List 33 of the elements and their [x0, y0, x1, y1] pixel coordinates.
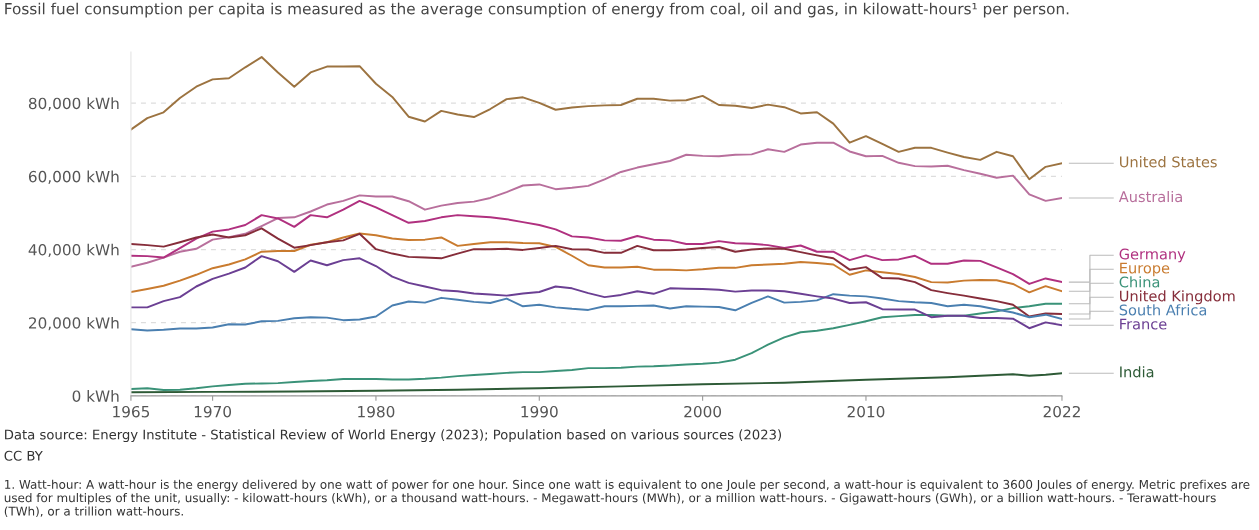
text: Germany	[1119, 248, 1186, 263]
text: France	[1120, 318, 1167, 330]
line-series	[130, 199, 1062, 285]
line-series	[130, 302, 1062, 392]
x-tick-label: 1980	[358, 405, 395, 418]
y-tick-label: 60,000 kWh	[28, 170, 119, 184]
y-tick-label: 20,000 kWh	[29, 316, 119, 331]
text: South Africa	[1119, 304, 1207, 316]
chart-subtitle: Fossil fuel consumption per capita is measured as the average consumption of energy from coal, oil and gas, in kilowatt-hours¹ per person.	[5, 2, 1069, 18]
line-series	[130, 56, 1062, 181]
text: CC BY	[4, 450, 43, 461]
line-series	[130, 293, 1062, 332]
text: China	[1119, 276, 1160, 288]
line-series	[130, 232, 1062, 294]
text: Australia	[1118, 190, 1182, 203]
text: United Kingdom	[1120, 290, 1235, 305]
source-note: Data source: Energy Institute - Statistical Review of World Energy (2023); Population based on various sources (2023)	[5, 429, 781, 443]
line-series	[130, 227, 1062, 318]
x-tick-label: 2022	[1043, 405, 1080, 418]
x-tick-label: 1970	[194, 405, 232, 418]
y-tick-label: 80,000 kWh	[28, 97, 119, 111]
line-series	[130, 255, 1062, 330]
x-tick-label: 2000	[684, 405, 722, 418]
text: United States	[1120, 156, 1217, 168]
text: India	[1120, 366, 1154, 378]
y-tick-label: 0 kWh	[72, 390, 119, 402]
text: Europe	[1120, 262, 1170, 277]
x-tick-label: 1990	[521, 405, 558, 418]
line-series	[130, 141, 1062, 268]
text: 1. Watt-hour: A watt-hour is the energy delivered by one watt of power for one hour. Since one watt is equivalent to one Joule per second, a watt-hour is equivalent to 3600 Joules of energy. Metric prefixes are used for multiples of the unit, usually: - kilowatt-hours (kWh), or a thousand watt-hours. - Megawatt-hours (MWh), or a million watt-hours. - Gigawatt-hours (GWh), or a billion watt-hours. - Terawatt-hours (TWh), or a trillion watt-hours.	[4, 479, 1250, 518]
x-tick-label: 2010	[847, 405, 885, 418]
y-tick-label: 40,000 kWh	[28, 243, 119, 258]
x-tick-label: 1965	[113, 405, 150, 418]
